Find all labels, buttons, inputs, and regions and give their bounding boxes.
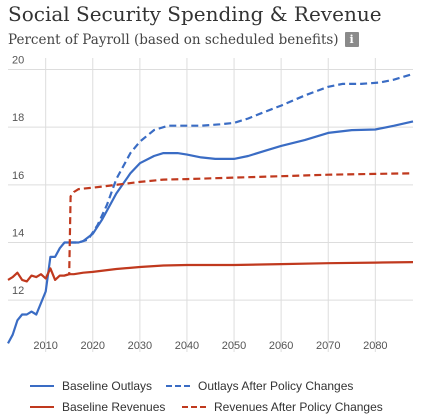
x-tick-label: 2060 — [269, 340, 293, 352]
legend-item-outlays-after-policy[interactable]: Outlays After Policy Changes — [166, 378, 353, 394]
grid-layer — [8, 58, 413, 352]
chart-title: Social Security Spending & Revenue — [8, 2, 382, 26]
series-line-1 — [69, 72, 414, 244]
x-tick-label: 2080 — [363, 340, 387, 352]
y-tick-label: 18 — [12, 112, 24, 124]
chart-plot: 12 14 16 18 20 2010 2020 2030 2040 2050 2060 2070 20… — [7, 55, 414, 352]
legend-label: Outlays After Policy Changes — [198, 379, 354, 393]
y-tick-label: 20 — [12, 55, 24, 67]
x-tick-label: 2030 — [128, 340, 152, 352]
legend-item-baseline-revenues[interactable]: Baseline Revenues — [30, 399, 165, 415]
legend-label: Baseline Revenues — [62, 400, 166, 414]
legend-swatch-solid-red — [30, 406, 54, 408]
legend-item-revenues-after-policy[interactable]: Revenues After Policy Changes — [182, 399, 383, 415]
x-tick-label: 2020 — [81, 340, 105, 352]
legend-swatch-dashed-blue — [166, 385, 190, 387]
chart-subtitle-text: Percent of Payroll (based on scheduled b… — [8, 32, 339, 48]
x-tick-label: 2070 — [316, 340, 340, 352]
series-line-3 — [64, 172, 414, 277]
y-tick-label: 16 — [12, 170, 24, 182]
legend-swatch-solid-blue — [30, 385, 54, 387]
legend-label: Revenues After Policy Changes — [214, 400, 383, 414]
x-tick-label: 2010 — [33, 340, 57, 352]
info-icon[interactable]: i — [344, 32, 359, 47]
x-tick-label: 2050 — [222, 340, 246, 352]
y-tick-label: 14 — [12, 227, 24, 239]
chart-subtitle: Percent of Payroll (based on scheduled b… — [8, 32, 359, 48]
series-line-0 — [7, 120, 414, 344]
legend-item-baseline-outlays[interactable]: Baseline Outlays — [30, 378, 152, 394]
series-layer — [7, 72, 414, 344]
legend: Baseline Outlays Outlays After Policy Ch… — [0, 372, 426, 416]
legend-label: Baseline Outlays — [62, 379, 153, 393]
x-tick-label: 2040 — [175, 340, 199, 352]
axis-layer: 12 14 16 18 20 2010 2020 2030 2040 2050 2060 2070 20… — [12, 55, 388, 352]
y-tick-label: 12 — [12, 285, 24, 297]
legend-swatch-dashed-red — [182, 406, 206, 408]
